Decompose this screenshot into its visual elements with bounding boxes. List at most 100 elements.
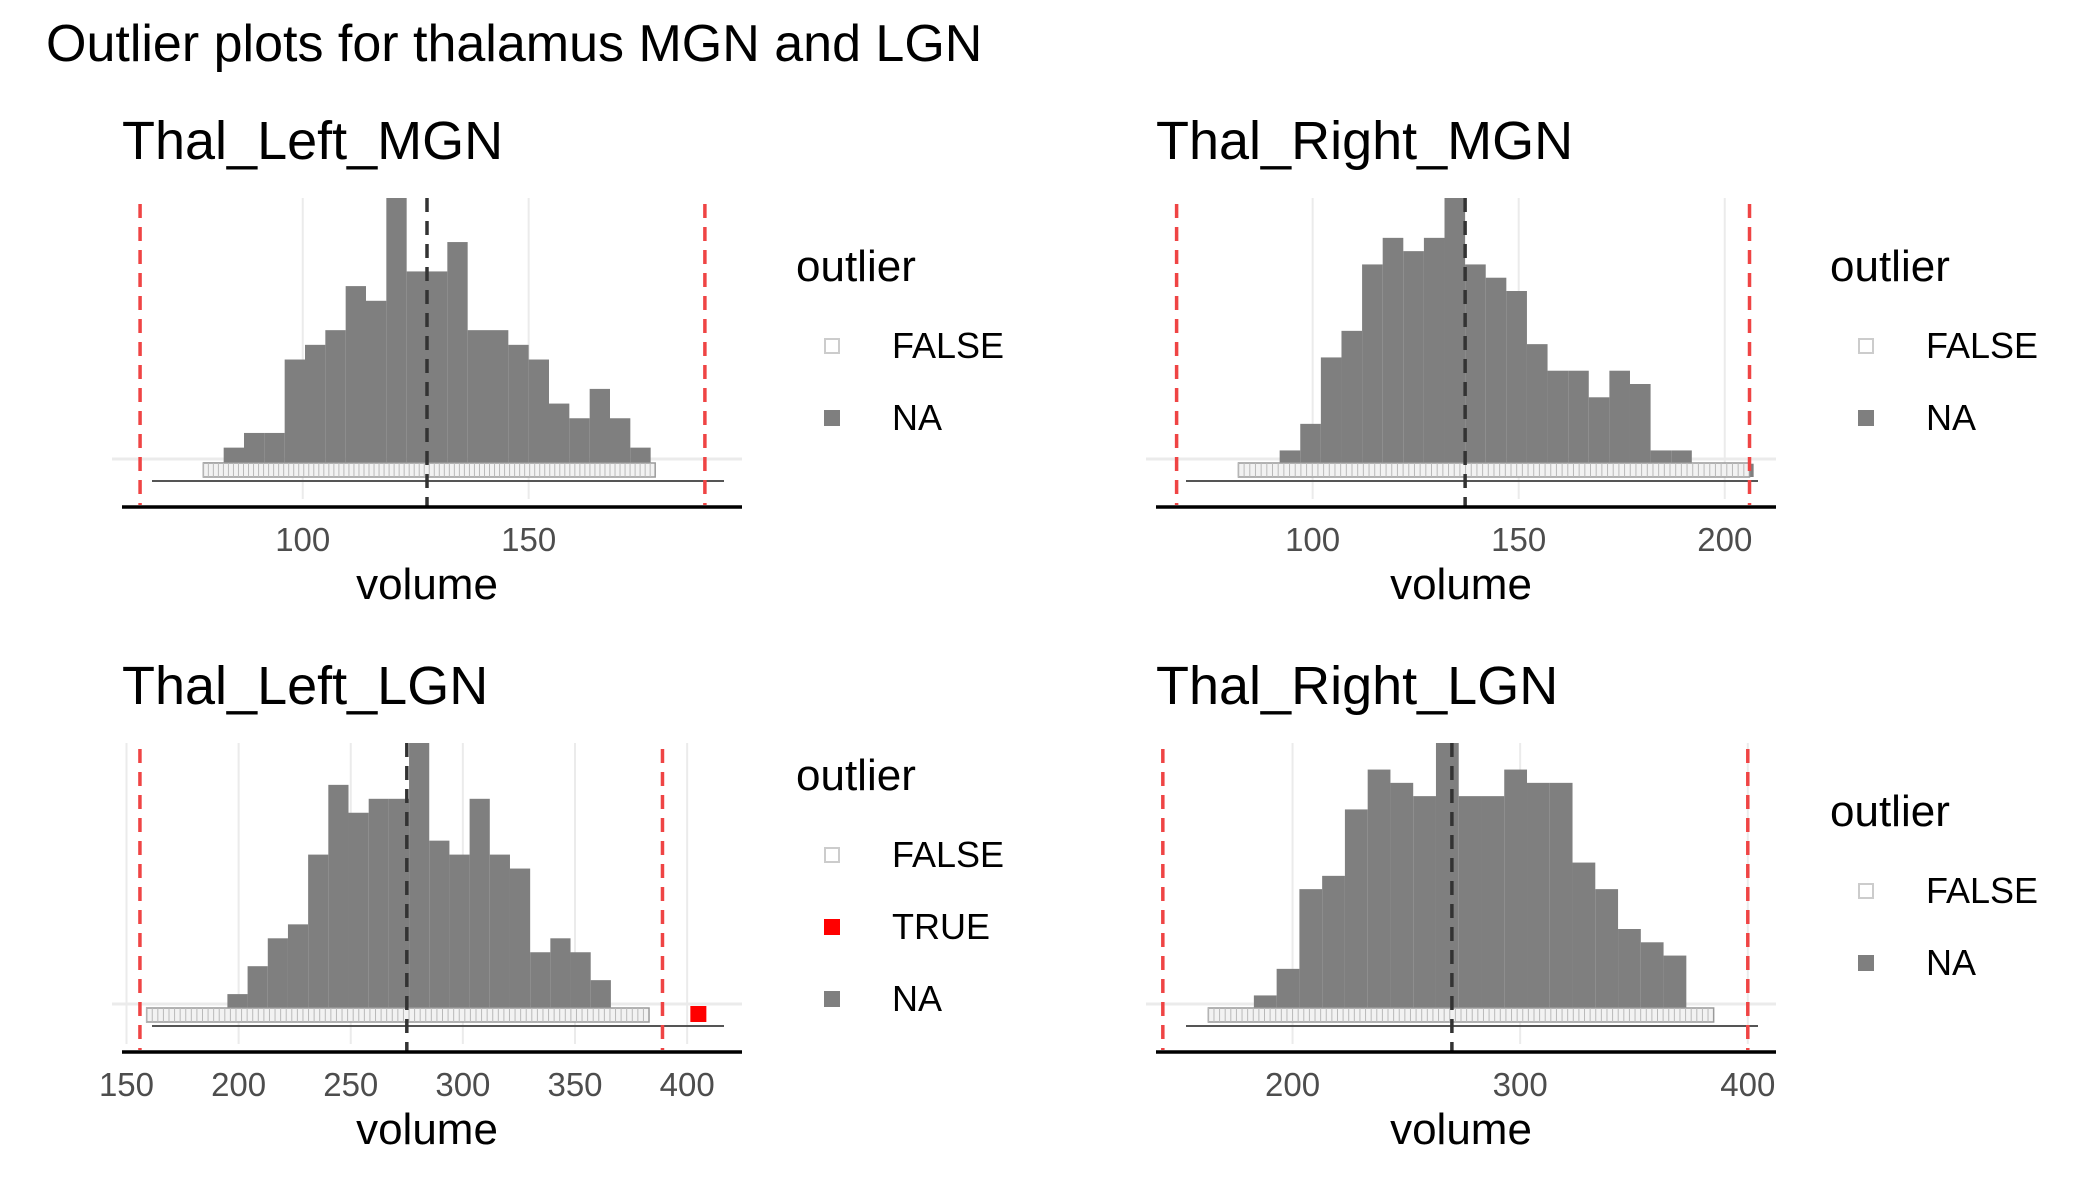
x-tick-label: 200 — [1697, 521, 1752, 558]
panel-thal-right-mgn: Thal_Right_MGN 100 150 200 volume outlier F… — [1080, 110, 2100, 650]
histogram-bar — [1609, 370, 1630, 477]
histogram-bar — [1299, 889, 1323, 1022]
x-axis-label: volume — [1390, 560, 1532, 609]
histogram-bar — [528, 359, 549, 477]
histogram-bar — [489, 854, 510, 1022]
legend-label: TRUE — [892, 906, 990, 947]
histogram-bar — [550, 938, 571, 1022]
histogram-bar — [1382, 237, 1404, 477]
x-tick-label: 350 — [547, 1066, 602, 1103]
x-tick-label: 100 — [1285, 521, 1340, 558]
x-tick-label: 300 — [1493, 1066, 1548, 1103]
legend-item-true: TRUE — [796, 891, 1004, 963]
histogram-bar — [1413, 796, 1436, 1022]
histogram-bar — [449, 854, 470, 1022]
legend-title: outlier — [796, 751, 916, 800]
panel-thal-left-mgn: Thal_Left_MGN 100 150 volume outlier FALSE… — [46, 110, 1086, 650]
legend-label: NA — [1926, 397, 1977, 438]
legend-key-false — [824, 847, 840, 863]
histogram-bar — [508, 344, 529, 477]
x-tick-label: 150 — [1491, 521, 1546, 558]
histogram-bar — [345, 286, 366, 477]
histogram-bar — [488, 330, 509, 477]
histogram-bar — [1527, 782, 1550, 1022]
histogram-bar — [325, 330, 346, 477]
histogram-bar — [1367, 769, 1391, 1022]
legend-item-na: NA — [796, 382, 1004, 454]
histogram-bar — [1663, 955, 1687, 1022]
histogram-bar — [305, 344, 326, 477]
histogram-bar — [267, 938, 288, 1022]
histogram-bar — [1481, 796, 1505, 1022]
histogram-bar — [368, 798, 389, 1022]
histogram-bar — [530, 952, 551, 1022]
histogram-bar — [1595, 889, 1619, 1022]
histogram-bar — [1465, 264, 1486, 477]
legend-item-false: FALSE — [1830, 310, 2038, 382]
legend-label: FALSE — [1926, 325, 2039, 366]
histogram-bar — [1485, 277, 1507, 477]
legend-label: FALSE — [1926, 870, 2039, 911]
histogram-bar — [549, 403, 570, 477]
histogram-bar — [1629, 384, 1651, 477]
legend-title: outlier — [796, 242, 916, 291]
x-tick-label: 150 — [501, 521, 556, 558]
x-tick-label: 100 — [275, 521, 330, 558]
histogram-bar — [467, 330, 488, 477]
histogram-plot: 150 200 250 300 350 400 volume — [99, 743, 742, 1154]
x-tick-label: 200 — [1265, 1066, 1320, 1103]
legend-item-na: NA — [1830, 927, 2038, 999]
histogram-bar — [284, 359, 305, 477]
histogram-bar — [1341, 330, 1363, 477]
x-axis-label: volume — [1390, 1105, 1532, 1154]
legend-label: FALSE — [892, 325, 1005, 366]
x-tick-label: 250 — [323, 1066, 378, 1103]
histogram-bar — [1403, 251, 1424, 477]
histogram-bar — [1322, 875, 1345, 1022]
histogram-bar — [1526, 344, 1548, 477]
panel-title: Thal_Left_MGN — [122, 111, 504, 171]
x-tick-label: 400 — [660, 1066, 715, 1103]
panel-title: Thal_Right_LGN — [1156, 656, 1559, 716]
x-tick-label: 400 — [1720, 1066, 1775, 1103]
histogram-bar — [1618, 929, 1641, 1022]
legend-key-false — [824, 338, 840, 354]
legend-key-na — [1858, 955, 1874, 971]
histogram-plot: 200 300 400 volume — [1146, 743, 1776, 1154]
histogram-bar — [409, 743, 430, 1022]
histogram-bar — [1588, 397, 1610, 477]
legend-label: NA — [892, 978, 943, 1019]
outlier-point — [690, 1006, 707, 1022]
histogram-bar — [1504, 769, 1528, 1022]
histogram-bar — [469, 798, 490, 1022]
histogram-bar — [1547, 370, 1569, 477]
histogram-bar — [1568, 370, 1589, 477]
histogram-bar — [570, 952, 591, 1022]
histogram-bar — [1444, 198, 1466, 477]
histogram-bar — [509, 868, 531, 1022]
panel-thal-left-lgn: Thal_Left_LGN 150 200 250 300 350 400 volume o… — [46, 655, 1086, 1195]
legend-title: outlier — [1830, 787, 1950, 836]
legend: outlier FALSE NA — [1830, 242, 2038, 454]
histogram-bar — [406, 271, 427, 477]
histogram-bar — [1640, 942, 1664, 1022]
histogram-bar — [1435, 743, 1459, 1022]
histogram-bar — [1423, 237, 1445, 477]
histogram-bar — [589, 388, 610, 477]
legend-item-false: FALSE — [1830, 855, 2038, 927]
histogram-bar — [1320, 357, 1342, 477]
x-axis-label: volume — [356, 1105, 498, 1154]
histogram-bar — [1390, 782, 1414, 1022]
x-axis-label: volume — [356, 560, 498, 609]
legend-key-na — [824, 410, 840, 426]
legend-label: NA — [892, 397, 943, 438]
panel-title: Thal_Left_LGN — [122, 656, 489, 716]
legend-key-na — [824, 991, 840, 1007]
histogram-bar — [1362, 264, 1383, 477]
histogram-bar — [308, 854, 329, 1022]
legend: outlier FALSE TRUE NA — [796, 751, 1004, 1035]
histogram-bar — [1344, 809, 1368, 1022]
histogram-bar — [1549, 782, 1573, 1022]
histogram-bar — [447, 242, 468, 477]
